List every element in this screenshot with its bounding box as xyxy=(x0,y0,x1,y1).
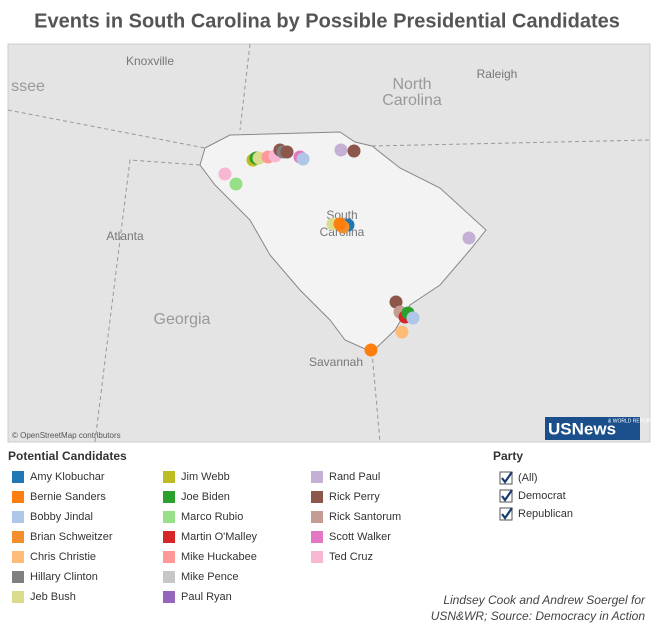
checkmark xyxy=(501,471,513,484)
party-option[interactable]: (All) xyxy=(518,472,538,484)
event-dot xyxy=(280,145,294,159)
logo: USNews xyxy=(548,419,616,438)
map-label: Atlanta xyxy=(106,229,144,243)
source: USN&WR; Source: Democracy in Action xyxy=(431,609,646,623)
legend-swatch xyxy=(163,511,175,523)
legend-swatch xyxy=(12,511,24,523)
legend-swatch xyxy=(12,551,24,563)
legend-swatch xyxy=(311,551,323,563)
legend-label: Scott Walker xyxy=(329,531,391,543)
legend-swatch xyxy=(311,511,323,523)
legend-swatch xyxy=(163,591,175,603)
legend-label: Bobby Jindal xyxy=(30,511,93,523)
state-borders xyxy=(7,43,651,443)
party-filter: (All) Democrat Republican xyxy=(499,471,573,521)
title: Events in South Carolina by Possible Pre… xyxy=(34,10,620,32)
event-dot xyxy=(462,231,476,245)
legend-label: Martin O'Malley xyxy=(181,531,258,543)
legend-label: Mike Huckabee xyxy=(181,551,257,563)
legend-label: Rick Perry xyxy=(329,491,380,503)
event-dot xyxy=(364,343,378,357)
map-label: North xyxy=(392,76,431,93)
event-dot xyxy=(229,177,243,191)
legend-swatch xyxy=(163,471,175,483)
checkmark xyxy=(501,489,513,502)
event-dot xyxy=(218,167,232,181)
event-dot xyxy=(389,295,403,309)
legend-swatch xyxy=(12,571,24,583)
legend-label: Marco Rubio xyxy=(181,511,243,523)
map-label: Carolina xyxy=(382,92,442,109)
legend-swatch xyxy=(163,491,175,503)
map: Knoxville ssee North Carolina Raleigh At… xyxy=(7,43,653,443)
legend-swatch xyxy=(311,531,323,543)
legend-label: Hillary Clinton xyxy=(30,571,98,583)
legend-label: Bernie Sanders xyxy=(30,491,106,503)
legend-swatch xyxy=(163,571,175,583)
legend-swatch xyxy=(12,471,24,483)
legend-swatch xyxy=(163,551,175,563)
legend-label: Amy Klobuchar xyxy=(30,471,105,483)
party-option[interactable]: Republican xyxy=(518,508,573,520)
event-dot xyxy=(333,217,347,231)
sc-outline xyxy=(199,131,487,353)
legend-label: Jeb Bush xyxy=(30,591,76,603)
checkmark xyxy=(501,507,513,520)
legend-swatch xyxy=(311,491,323,503)
legend-swatch xyxy=(12,531,24,543)
logo-bg xyxy=(545,417,640,440)
source: Lindsey Cook and Andrew Soergel for xyxy=(443,593,646,607)
party-title: Party xyxy=(493,449,523,463)
legend-label: Ted Cruz xyxy=(329,551,373,563)
legend-label: Rand Paul xyxy=(329,471,380,483)
map-label: Knoxville xyxy=(126,54,174,68)
legend-label: Paul Ryan xyxy=(181,591,232,603)
map-label: Savannah xyxy=(309,355,363,369)
legend-label: Joe Biden xyxy=(181,491,230,503)
legend-label: Rick Santorum xyxy=(329,511,401,523)
legend: Amy Klobuchar Bernie Sanders Bobby Jindal B… xyxy=(12,471,401,603)
event-dot xyxy=(296,152,310,166)
legend-label: Chris Christie xyxy=(30,551,96,563)
event-dot xyxy=(347,144,361,158)
event-dot xyxy=(334,143,348,157)
legend-label: Jim Webb xyxy=(181,471,230,483)
legend-swatch xyxy=(163,531,175,543)
legend-label: Mike Pence xyxy=(181,571,238,583)
legend-swatch xyxy=(12,491,24,503)
event-dot xyxy=(395,325,409,339)
legend-swatch xyxy=(12,591,24,603)
event-dot xyxy=(406,311,420,325)
map-label: Georgia xyxy=(154,311,211,328)
map-label: Raleigh xyxy=(477,67,518,81)
attribution: © OpenStreetMap contributors xyxy=(12,431,121,440)
map-label: ssee xyxy=(11,78,45,95)
legend-swatch xyxy=(311,471,323,483)
legend-title: Potential Candidates xyxy=(8,449,127,463)
party-option[interactable]: Democrat xyxy=(518,490,566,502)
logo-sub: & WORLD REPORT xyxy=(608,418,653,424)
legend-label: Brian Schweitzer xyxy=(30,531,113,543)
event-dots xyxy=(218,143,476,357)
